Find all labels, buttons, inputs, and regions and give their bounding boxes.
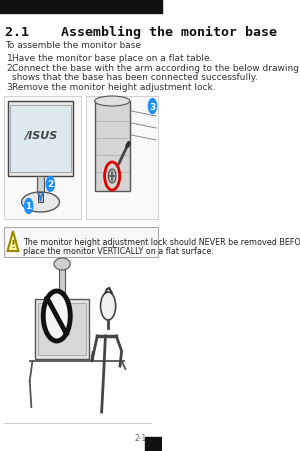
Bar <box>59 269 65 299</box>
Text: 2.1    Assembling the monitor base: 2.1 Assembling the monitor base <box>5 26 278 39</box>
Bar <box>10 106 71 173</box>
Text: 2: 2 <box>47 180 53 189</box>
Bar <box>35 299 89 359</box>
Ellipse shape <box>22 193 59 212</box>
Bar <box>94 102 130 192</box>
Circle shape <box>25 199 33 214</box>
Text: To assemble the monitor base: To assemble the monitor base <box>5 41 141 50</box>
Ellipse shape <box>54 258 70 271</box>
Bar <box>8 102 73 177</box>
Bar <box>4 227 158 258</box>
Bar <box>37 177 44 197</box>
Bar <box>145 437 162 451</box>
Text: place the monitor VERTICALLY on a flat surface.: place the monitor VERTICALLY on a flat s… <box>23 246 214 255</box>
Text: 2.: 2. <box>7 64 15 73</box>
Bar <box>4 97 80 220</box>
Text: 3.: 3. <box>7 83 15 92</box>
Circle shape <box>108 170 116 184</box>
Circle shape <box>46 177 54 192</box>
Text: 1.: 1. <box>7 54 15 63</box>
Text: 3: 3 <box>149 102 156 111</box>
Circle shape <box>43 291 70 341</box>
Ellipse shape <box>94 97 130 107</box>
Bar <box>0 0 162 14</box>
Text: /ISUS: /ISUS <box>24 131 57 141</box>
Text: Remove the monitor height adjustment lock.: Remove the monitor height adjustment loc… <box>12 83 216 92</box>
Bar <box>86 97 158 220</box>
Text: Have the monitor base place on a flat table.: Have the monitor base place on a flat ta… <box>12 54 213 63</box>
Circle shape <box>100 292 116 320</box>
Text: 1: 1 <box>26 202 32 211</box>
Polygon shape <box>8 231 18 252</box>
Circle shape <box>148 99 157 114</box>
Text: Connect the base with the arm according to the below drawing. A click sound: Connect the base with the arm according … <box>12 64 300 73</box>
Text: 2-1: 2-1 <box>135 433 147 442</box>
Text: shows that the base has been connected successfully.: shows that the base has been connected s… <box>12 73 258 82</box>
Text: The monitor height adjustment lock should NEVER be removed BEFORE you: The monitor height adjustment lock shoul… <box>23 238 300 246</box>
Bar <box>38 304 86 355</box>
Bar <box>38 193 43 202</box>
Text: !: ! <box>11 239 16 249</box>
